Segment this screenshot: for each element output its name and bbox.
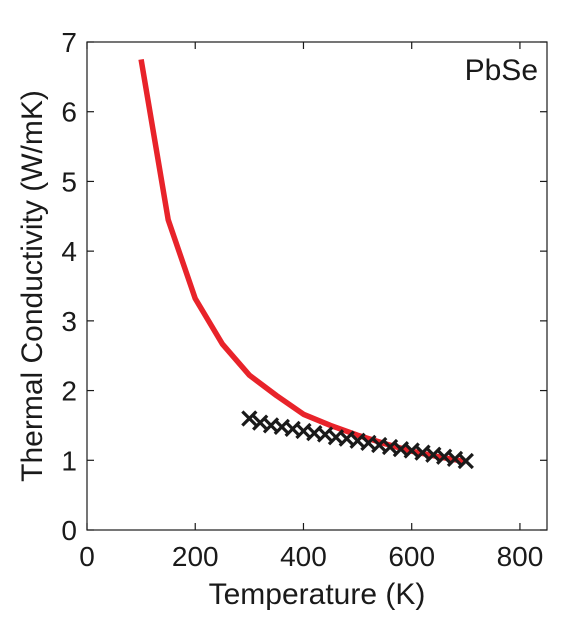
y-tick-label: 0 <box>61 515 77 546</box>
y-tick-label: 3 <box>61 306 77 337</box>
x-tick-label: 0 <box>79 541 95 572</box>
y-axis-label: Thermal Conductivity (W/mK) <box>16 90 49 482</box>
y-tick-label: 4 <box>61 236 77 267</box>
data-point-marker <box>241 410 258 427</box>
x-tick-label: 400 <box>280 541 327 572</box>
y-tick-label: 6 <box>61 97 77 128</box>
data-point-marker <box>457 452 474 470</box>
x-axis-label: Temperature (K) <box>209 578 426 611</box>
x-axis: 0 200 400 600 800 <box>79 42 543 572</box>
series-line-0 <box>138 58 467 465</box>
y-tick-label: 2 <box>61 376 77 407</box>
y-tick-label: 5 <box>61 166 77 197</box>
plot-frame <box>86 41 548 531</box>
y-tick-label: 1 <box>61 445 77 476</box>
panel-label: PbSe <box>465 54 538 87</box>
x-tick-label: 800 <box>497 541 544 572</box>
x-tick-label: 200 <box>172 541 219 572</box>
y-axis: 0 1 2 3 4 5 6 7 <box>61 27 547 546</box>
y-tick-label: 7 <box>61 27 77 58</box>
x-tick-label: 600 <box>388 541 435 572</box>
series-layer <box>138 58 474 470</box>
